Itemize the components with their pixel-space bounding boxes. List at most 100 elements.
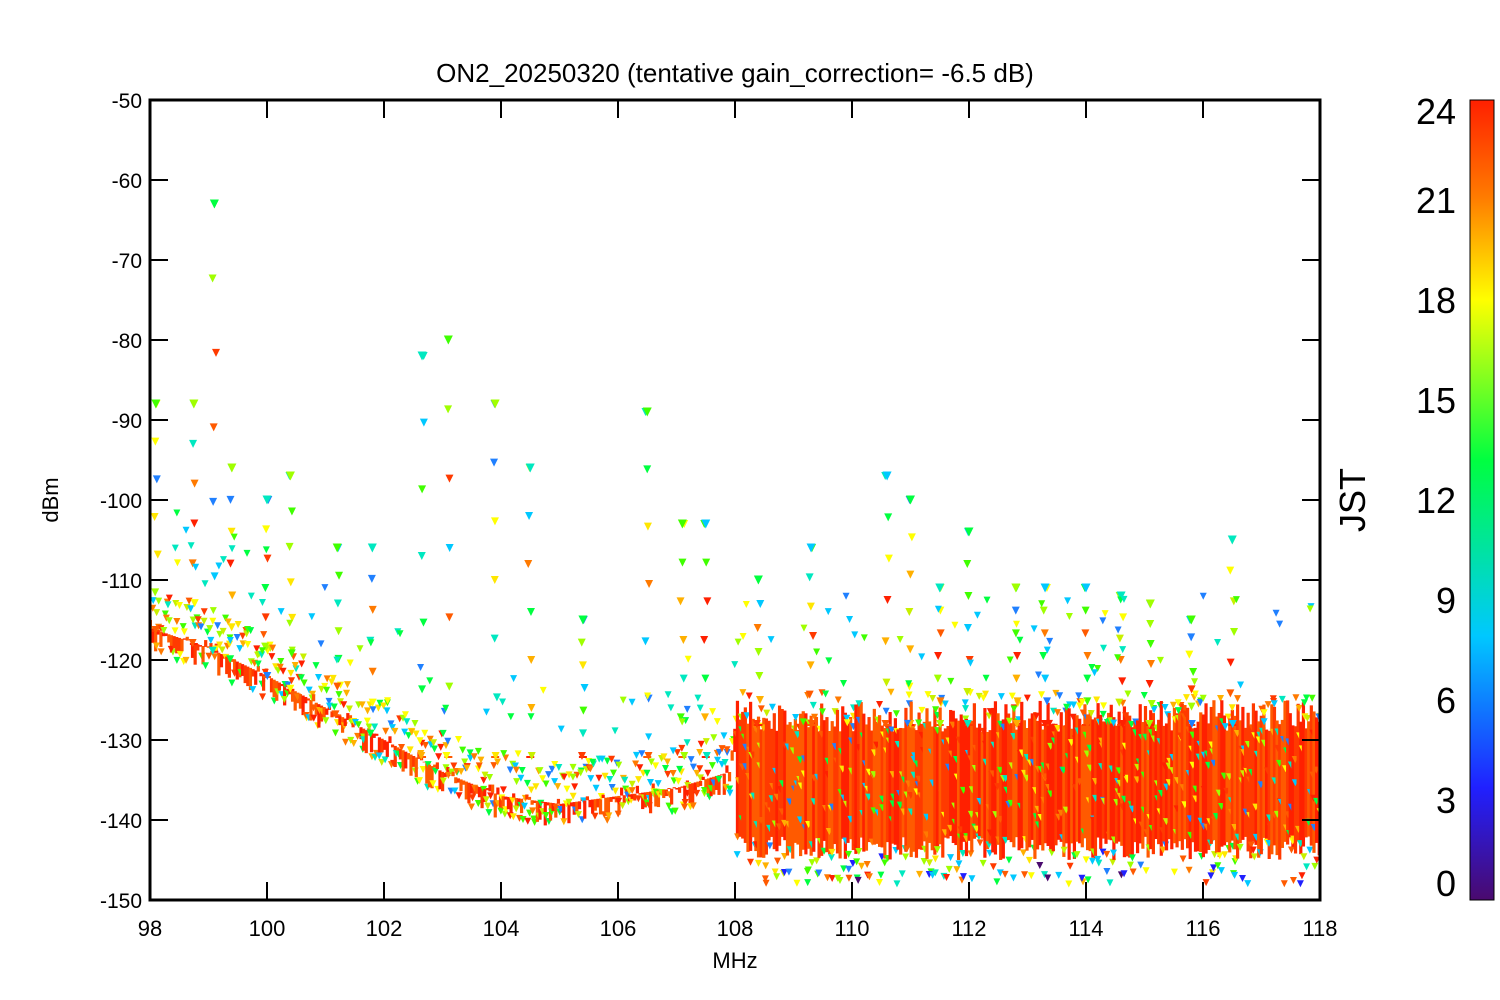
floor-band	[856, 701, 861, 852]
data-point	[286, 684, 295, 693]
floor-band	[1201, 714, 1205, 858]
floor-band	[899, 727, 903, 855]
data-point	[959, 873, 967, 881]
data-point	[933, 674, 942, 683]
data-point	[693, 769, 701, 777]
data-point	[374, 704, 382, 712]
floor-band	[1296, 703, 1300, 842]
data-point	[1088, 857, 1096, 865]
data-point	[331, 729, 339, 737]
data-point	[391, 727, 399, 735]
data-point	[609, 769, 617, 777]
data-point	[644, 752, 653, 760]
data-point	[298, 660, 306, 668]
floor-band	[317, 704, 321, 728]
floor-band	[533, 800, 537, 803]
floor-band	[988, 730, 992, 844]
data-point	[579, 729, 588, 738]
data-point	[1185, 866, 1193, 874]
floor-band	[896, 729, 900, 850]
floor-band	[630, 794, 634, 799]
data-point	[227, 623, 236, 632]
x-tick-label: 102	[366, 916, 403, 941]
data-point	[1278, 695, 1286, 703]
floor-band	[883, 728, 887, 859]
floor-band	[785, 724, 790, 856]
data-point	[579, 706, 588, 715]
data-point	[1100, 702, 1108, 710]
data-point	[643, 522, 652, 531]
data-point	[150, 604, 157, 612]
data-point	[606, 775, 614, 783]
data-point	[715, 748, 723, 756]
floor-band	[714, 776, 718, 790]
floor-band	[383, 740, 387, 750]
data-point	[219, 556, 227, 564]
data-point	[536, 767, 544, 775]
floor-band	[1151, 713, 1155, 855]
data-point	[1128, 720, 1136, 728]
floor-band	[459, 779, 463, 792]
data-point	[578, 615, 588, 625]
data-point	[192, 563, 200, 571]
data-point	[258, 651, 266, 659]
data-point	[172, 599, 180, 607]
floor-band	[1051, 723, 1055, 852]
data-point	[745, 692, 753, 700]
data-point	[508, 796, 516, 804]
colorbar-tick-label: 9	[1436, 580, 1456, 621]
floor-band	[227, 657, 231, 678]
data-point	[800, 624, 808, 632]
floor-band	[217, 652, 221, 676]
floor-band	[656, 790, 661, 808]
data-point	[152, 475, 161, 484]
data-point	[842, 592, 850, 600]
data-point	[1145, 680, 1154, 688]
data-point	[876, 878, 884, 886]
data-point	[312, 662, 320, 670]
data-point	[943, 874, 951, 882]
data-point	[591, 812, 599, 820]
floor-band	[1149, 710, 1153, 850]
data-point	[415, 777, 423, 785]
data-point	[647, 758, 655, 766]
data-point	[881, 859, 889, 867]
data-point	[317, 685, 325, 693]
floor-band	[414, 757, 418, 778]
signal-column	[333, 714, 342, 717]
data-point	[1296, 880, 1304, 888]
data-point	[683, 705, 691, 713]
floor-band	[806, 727, 811, 849]
data-point	[368, 605, 377, 614]
floor-band	[209, 642, 213, 649]
data-point	[809, 701, 817, 709]
data-point	[608, 755, 616, 763]
data-point	[228, 591, 237, 600]
data-point	[445, 474, 454, 483]
floor-band	[1067, 708, 1071, 860]
data-point	[710, 734, 718, 742]
floor-band	[606, 797, 611, 817]
data-point	[401, 711, 409, 719]
data-point	[1095, 859, 1103, 867]
data-point	[621, 776, 629, 784]
data-point	[445, 544, 454, 552]
data-point	[678, 718, 686, 726]
data-point	[1019, 849, 1027, 857]
data-point	[171, 627, 179, 635]
data-point	[713, 718, 721, 726]
floor-band	[1286, 700, 1290, 845]
data-point	[569, 763, 577, 771]
floor-band	[891, 731, 895, 844]
data-point	[490, 576, 499, 584]
floor-band	[346, 713, 350, 720]
floor-band	[183, 638, 187, 640]
data-point	[209, 607, 217, 615]
colorbar-tick-label: 15	[1416, 380, 1456, 421]
floor-band	[585, 796, 589, 801]
data-point	[577, 752, 586, 760]
floor-band	[854, 704, 858, 854]
floor-band	[377, 737, 382, 756]
floor-band	[1009, 723, 1013, 843]
data-point	[426, 677, 434, 685]
